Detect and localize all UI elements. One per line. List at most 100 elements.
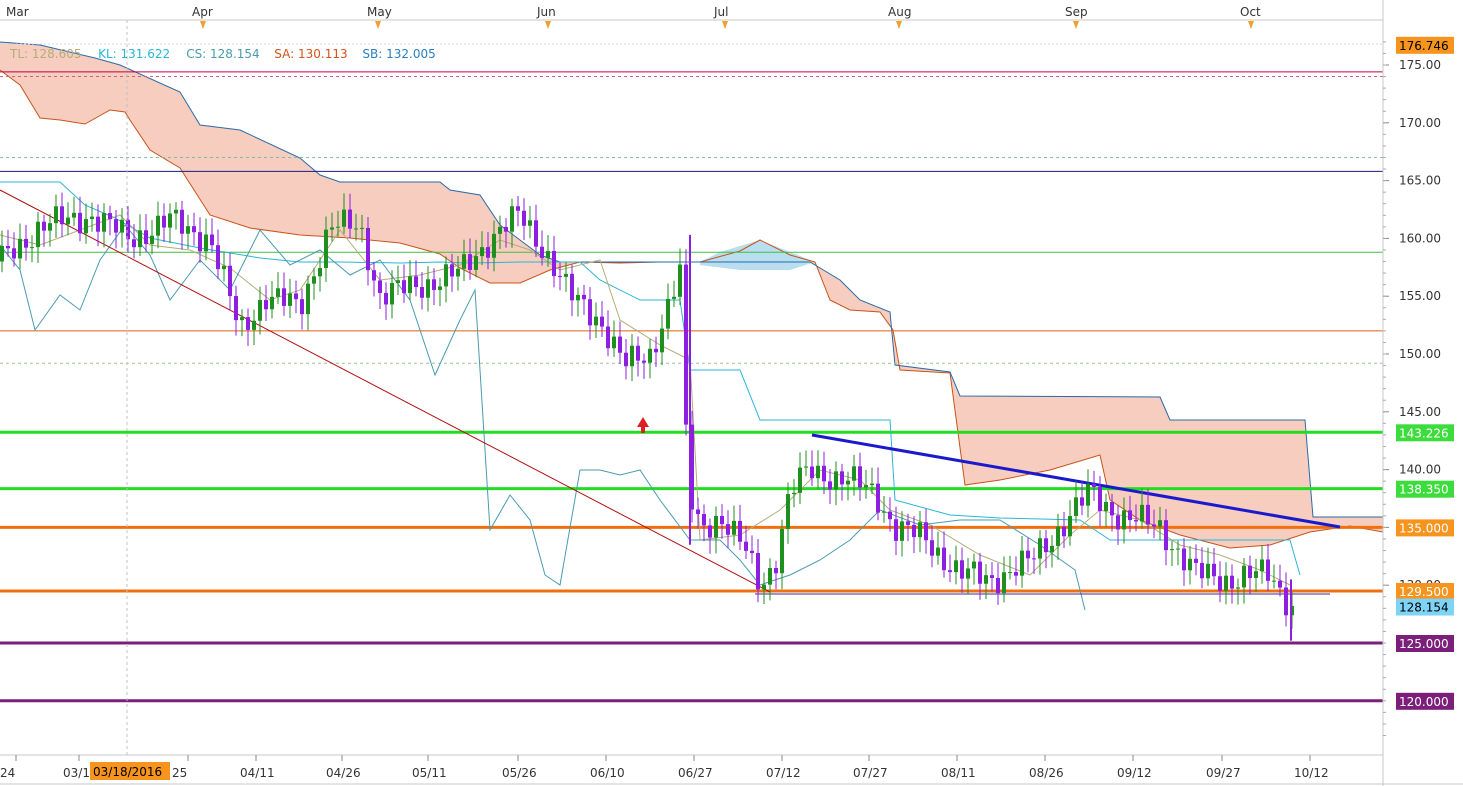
candle-bear (384, 292, 388, 305)
candle-bear (60, 206, 64, 225)
candle-bear (1182, 548, 1186, 571)
price-tags: 176.746 143.226 138.350 135.000 129.500 128.1… (1396, 36, 1454, 710)
date-label: 08/26 (1029, 766, 1064, 780)
candle-bull (168, 213, 172, 228)
candle-bear (1200, 562, 1204, 579)
candle-bull (954, 560, 958, 573)
candle-bull (804, 466, 808, 468)
candle-bull (1086, 484, 1090, 506)
candle-bull (1224, 575, 1228, 591)
month-label-apr: Apr (192, 5, 213, 19)
candle-bear (840, 471, 844, 485)
candle-bull (498, 226, 502, 234)
candle-bear (858, 466, 862, 488)
price-tick-label: 170.00 (1399, 116, 1441, 130)
candle-bear (96, 216, 100, 232)
candle-bear (414, 276, 418, 288)
candle-bear (726, 524, 730, 535)
candle-bull (102, 213, 106, 232)
candle-bull (1056, 526, 1060, 546)
price-tag-label-1: 143.226 (1399, 426, 1449, 440)
candle-bull (72, 212, 76, 218)
candle-bull (288, 293, 292, 306)
date-label: 08/11 (941, 766, 976, 780)
candle-bull (1050, 545, 1054, 553)
date-label: 07/12 (766, 766, 801, 780)
candle-bull (768, 568, 772, 585)
buy-arrow-marker (637, 417, 649, 433)
candle-bull (360, 227, 364, 229)
candle-bear (990, 575, 994, 578)
candle-bear (996, 577, 1000, 594)
candle-bear (744, 541, 748, 551)
candle-bear (924, 522, 928, 541)
price-tick-label: 160.00 (1399, 231, 1441, 245)
candle-bear (1062, 526, 1066, 537)
candle-bull (1002, 572, 1006, 594)
candle-bull (408, 276, 412, 294)
candle-bull (438, 286, 442, 290)
candle-bear (132, 239, 136, 248)
candle-bull (36, 221, 40, 248)
candle-bull (342, 209, 346, 227)
candle-bull (936, 547, 940, 556)
candle-bull (1170, 549, 1174, 551)
date-label: 06/10 (590, 766, 625, 780)
candle-bull (240, 317, 244, 321)
candle-bull (732, 520, 736, 535)
ichimoku-lines (0, 181, 1301, 611)
candle-bull (1068, 515, 1072, 537)
candle-bear (1278, 580, 1282, 588)
candle-bull (1206, 563, 1210, 579)
candle-bear (1212, 563, 1216, 577)
month-marker (545, 21, 551, 29)
candle-bear (348, 209, 352, 229)
candle-bull (1122, 510, 1126, 530)
downtrend-line-red (0, 189, 771, 593)
candle-bear (192, 226, 196, 233)
candle-bull (510, 206, 514, 232)
crosshair-date-tag (90, 762, 170, 780)
candle-bull (1074, 497, 1078, 516)
candle-bull (156, 215, 160, 236)
candle-bull (1272, 580, 1276, 582)
candle-bear (588, 299, 592, 326)
candle-bear (696, 509, 700, 515)
candle-bull (798, 467, 802, 493)
candle-bear (432, 279, 436, 290)
candle-bear (540, 246, 544, 258)
candle-bull (900, 521, 904, 541)
candle-bull (786, 494, 790, 530)
date-label: 09/12 (1117, 766, 1152, 780)
date-label: 06/27 (678, 766, 713, 780)
candle-bear (690, 424, 694, 510)
candle-bull (780, 529, 784, 574)
candle-bear (636, 345, 640, 361)
candle-bull (204, 234, 208, 252)
candle-bull (678, 264, 682, 297)
candle-bull (852, 466, 856, 481)
candle-bull (276, 288, 280, 297)
candle-bull (1104, 502, 1108, 512)
price-tick-label: 150.00 (1399, 347, 1441, 361)
candle-bear (264, 300, 268, 310)
candle-bear (114, 219, 118, 233)
candle-bear (126, 219, 130, 240)
candle-bear (42, 221, 46, 231)
candle-bull (966, 568, 970, 579)
date-label: 04/11 (240, 766, 275, 780)
month-marker (1248, 21, 1254, 29)
candle-bear (912, 524, 916, 538)
candle-bear (1044, 538, 1048, 553)
month-label-jun: Jun (536, 5, 556, 19)
candle-bear (720, 516, 724, 525)
candle-bull (564, 273, 568, 277)
kijun-line (0, 181, 1301, 576)
candle-bear (894, 519, 898, 541)
candle-bull (984, 575, 988, 584)
candle-bull (30, 247, 34, 249)
indicator-legend: TL: 128.605 KL: 131.622 CS: 128.154 SA: 130… (9, 47, 436, 61)
candle-bull (594, 316, 598, 326)
